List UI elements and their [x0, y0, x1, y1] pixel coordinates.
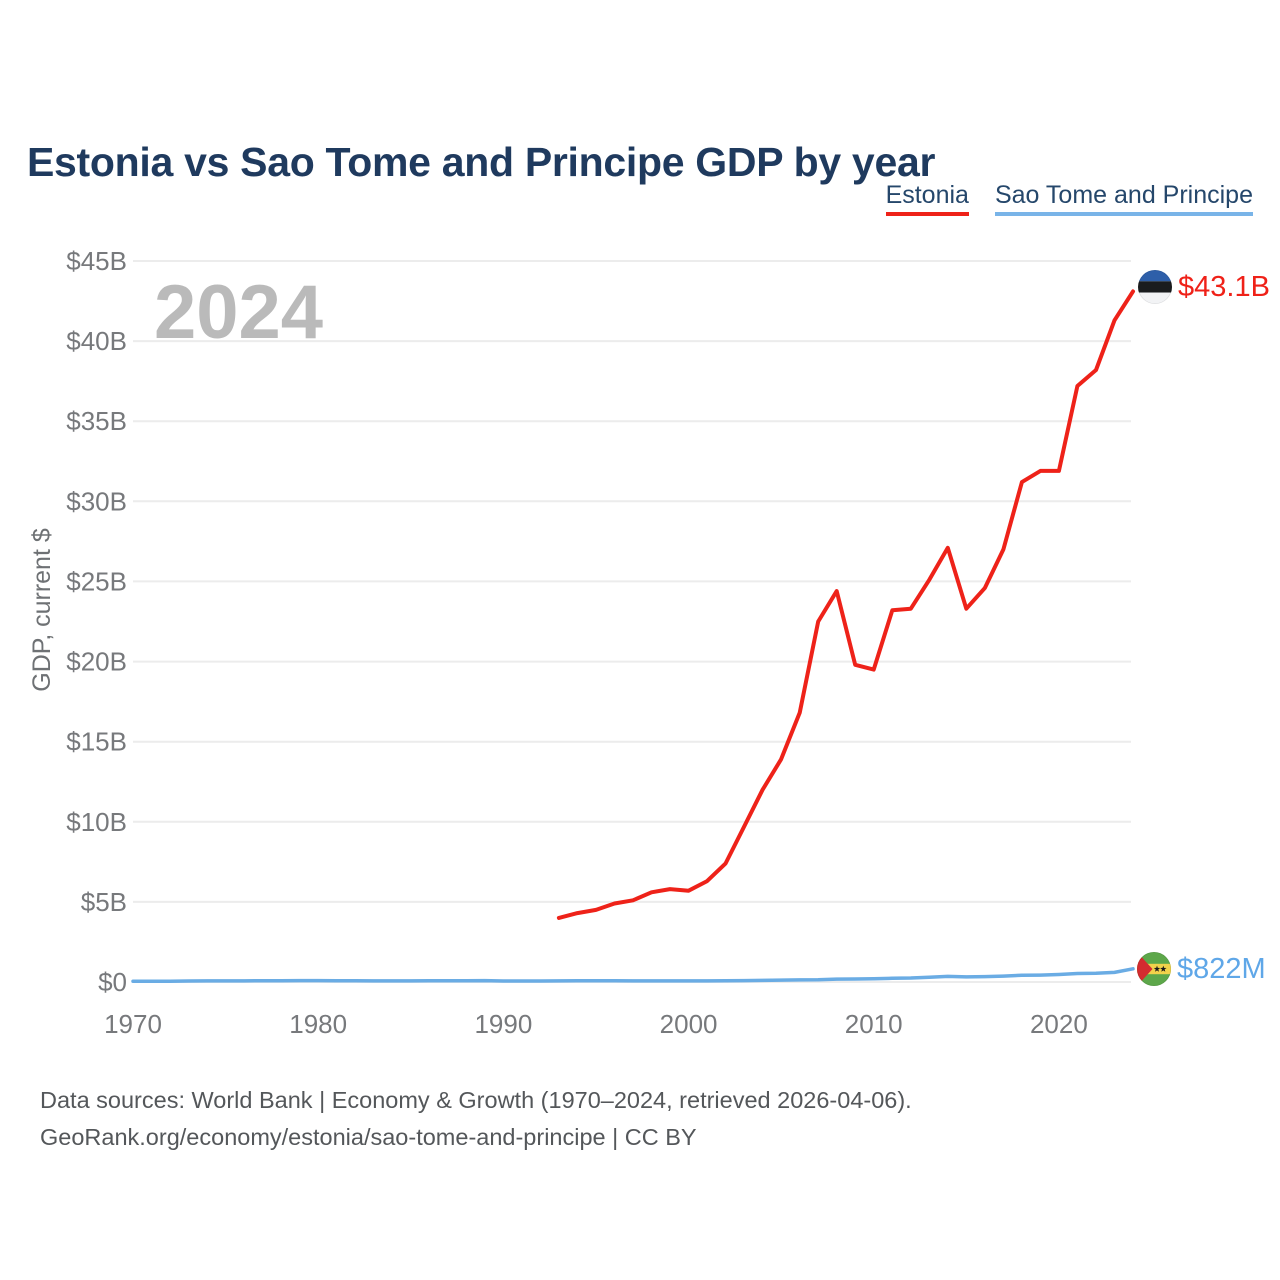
end-label-sao-tome: $822M [1137, 952, 1266, 986]
gridlines [133, 260, 1131, 983]
y-tick-label: $25B [66, 566, 127, 596]
y-axis-title: GDP, current $ [28, 528, 56, 692]
y-tick-label: $35B [66, 406, 127, 436]
legend-item-sao-tome[interactable]: Sao Tome and Principe [994, 181, 1253, 216]
end-label-sao-tome-value: $822M [1177, 952, 1266, 985]
x-tick-label: 2000 [660, 1009, 718, 1039]
series-lines [131, 289, 1135, 983]
x-tick-label: 2020 [1030, 1009, 1088, 1039]
x-tick-label: 1970 [104, 1009, 162, 1039]
end-label-estonia: $43.1B [1138, 270, 1270, 304]
page-title: Estonia vs Sao Tome and Principe GDP by … [27, 139, 936, 186]
legend-item-estonia[interactable]: Estonia [885, 181, 969, 216]
series-line-sao-tome [131, 967, 1135, 983]
legend: Estonia Sao Tome and Principe [885, 181, 1253, 216]
footer-sources-line: Data sources: World Bank | Economy & Gro… [40, 1087, 912, 1113]
x-tick-label: 1980 [289, 1009, 347, 1039]
y-tick-label: $40B [66, 326, 127, 356]
estonia-flag-icon [1138, 270, 1172, 304]
y-tick-label: $0 [98, 967, 127, 997]
series-line-estonia [556, 289, 1135, 920]
axis-tick-labels: $45B $40B $35B $30B $25B $20B $15B $10B $5B $0 197… [66, 246, 1088, 1039]
footer: Data sources: World Bank | Economy & Gro… [40, 1082, 912, 1156]
watermark-year: 2024 [154, 270, 323, 355]
y-tick-label: $20B [66, 647, 127, 677]
sao-tome-flag-icon [1137, 952, 1171, 986]
x-tick-label: 1990 [474, 1009, 532, 1039]
y-tick-label: $30B [66, 486, 127, 516]
y-tick-label: $15B [66, 727, 127, 757]
footer-attribution-line: GeoRank.org/economy/estonia/sao-tome-and… [40, 1124, 697, 1150]
end-label-estonia-value: $43.1B [1178, 270, 1270, 303]
x-tick-label: 2010 [845, 1009, 903, 1039]
y-tick-label: $10B [66, 807, 127, 837]
y-tick-label: $45B [66, 246, 127, 276]
y-tick-label: $5B [81, 887, 127, 917]
